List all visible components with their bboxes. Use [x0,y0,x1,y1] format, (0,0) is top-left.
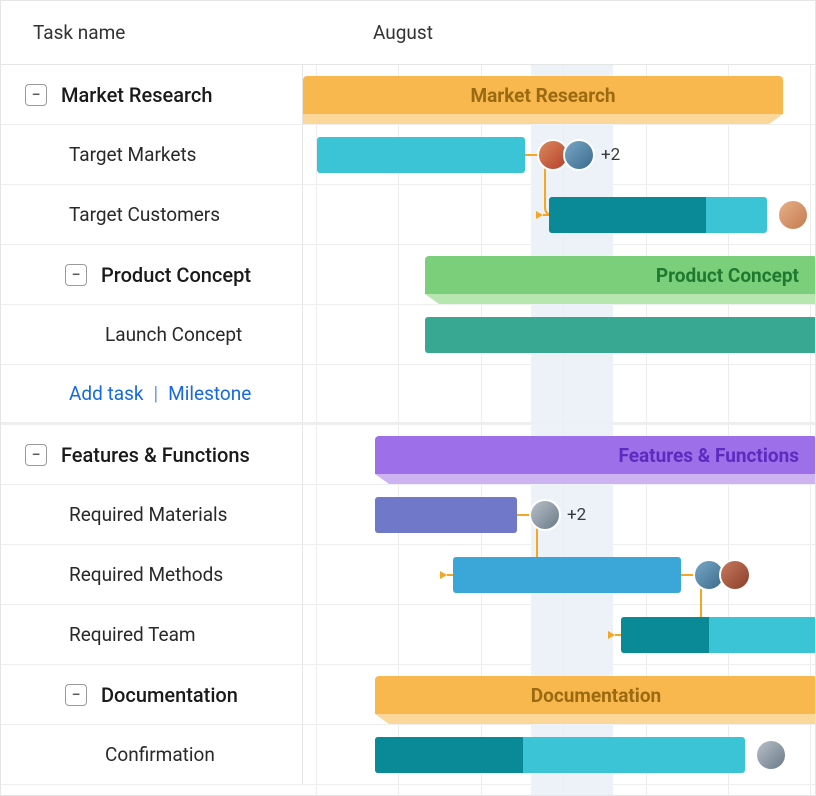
timeline-cell [303,545,815,604]
collapse-toggle[interactable]: − [25,84,47,106]
task-bar-progress [621,617,709,653]
timeline-cell: Features & Functions [303,425,815,484]
task-label: Confirmation [105,743,215,766]
avatar[interactable] [563,139,595,171]
group-bar-ribbon [375,714,816,724]
timeline-cell: Product Concept [303,245,815,304]
avatar[interactable] [529,499,561,531]
avatar[interactable] [719,559,751,591]
task-bar[interactable] [375,497,517,533]
avatar-overflow-count[interactable]: +2 [601,145,620,165]
task-bar-progress [549,197,706,233]
timeline-cell [303,725,815,784]
task-label: Launch Concept [105,323,242,346]
group-row: −Product ConceptProduct Concept [1,245,815,305]
task-bar[interactable] [317,137,525,173]
avatar[interactable] [755,739,787,771]
task-bar[interactable] [549,197,767,233]
group-label: Documentation [101,683,238,707]
avatar-overflow-count[interactable]: +2 [567,505,586,525]
group-bar[interactable]: Features & Functions [375,436,816,474]
timeline-cell [303,185,815,244]
task-cell[interactable]: Target Customers [1,185,303,244]
timeline-cell: Market Research [303,65,815,124]
group-row: −DocumentationDocumentation [1,665,815,725]
group-bar-label: Market Research [470,84,615,107]
group-label: Product Concept [101,263,251,287]
task-cell[interactable]: −Documentation [1,665,303,724]
task-cell[interactable]: Required Methods [1,545,303,604]
task-cell[interactable]: Required Team [1,605,303,664]
task-row: Target Customers [1,185,815,245]
group-bar-ribbon [303,114,783,124]
add-row: Add task | Milestone [1,365,815,425]
task-bar[interactable] [375,737,745,773]
group-row: −Features & FunctionsFeatures & Function… [1,425,815,485]
timeline-cell: Documentation [303,665,815,724]
task-bar[interactable] [453,557,681,593]
collapse-toggle[interactable]: − [65,684,87,706]
task-cell[interactable]: Confirmation [1,725,303,784]
group-label: Market Research [61,83,212,107]
task-row: Launch Concept [1,305,815,365]
group-bar-label: Documentation [531,684,661,707]
group-bar-ribbon [425,294,816,304]
task-label: Target Markets [69,143,196,166]
group-bar-label: Features & Functions [619,444,799,467]
avatar-stack[interactable] [777,199,809,231]
header-task-label: Task name [1,21,303,44]
avatar-stack[interactable] [755,739,787,771]
timeline-cell [303,305,815,364]
task-bar[interactable] [621,617,816,653]
task-row: Required Team [1,605,815,665]
gantt-rows: −Market ResearchMarket ResearchTarget Ma… [1,65,815,785]
task-label: Target Customers [69,203,220,226]
task-bar[interactable] [425,317,816,353]
avatar-stack[interactable]: +2 [529,499,586,531]
task-cell[interactable]: −Features & Functions [1,425,303,484]
header-row: Task name August [1,1,815,65]
add-links: Add task | Milestone [1,382,251,405]
group-bar[interactable]: Documentation [375,676,816,714]
task-cell[interactable]: −Product Concept [1,245,303,304]
timeline-cell [303,605,815,664]
collapse-toggle[interactable]: − [65,264,87,286]
task-cell[interactable]: Target Markets [1,125,303,184]
gantt-chart: Task name August −Market ResearchMarket … [0,0,816,796]
add-milestone-link[interactable]: Milestone [168,382,251,405]
add-task-link[interactable]: Add task [69,382,144,405]
group-bar[interactable]: Market Research [303,76,783,114]
collapse-toggle[interactable]: − [25,444,47,466]
avatar-stack[interactable] [693,559,751,591]
task-cell[interactable]: −Market Research [1,65,303,124]
task-label: Required Materials [69,503,227,526]
task-label: Required Methods [69,563,223,586]
group-bar-ribbon [375,474,816,484]
task-row: Required Methods [1,545,815,605]
task-row: Target Markets +2 [1,125,815,185]
group-bar[interactable]: Product Concept [425,256,816,294]
timeline-cell: +2 [303,485,815,544]
task-bar-progress [375,737,523,773]
group-label: Features & Functions [61,443,250,467]
group-bar-label: Product Concept [656,264,799,287]
timeline-cell [303,365,815,422]
task-cell[interactable]: Required Materials [1,485,303,544]
timeline-cell: +2 [303,125,815,184]
task-label: Required Team [69,623,196,646]
header-month-label: August [303,21,433,44]
task-row: Confirmation [1,725,815,785]
task-cell[interactable]: Add task | Milestone [1,365,303,422]
group-row: −Market ResearchMarket Research [1,65,815,125]
separator: | [154,382,159,405]
task-cell[interactable]: Launch Concept [1,305,303,364]
avatar[interactable] [777,199,809,231]
task-row: Required Materials +2 [1,485,815,545]
avatar-stack[interactable]: +2 [537,139,620,171]
